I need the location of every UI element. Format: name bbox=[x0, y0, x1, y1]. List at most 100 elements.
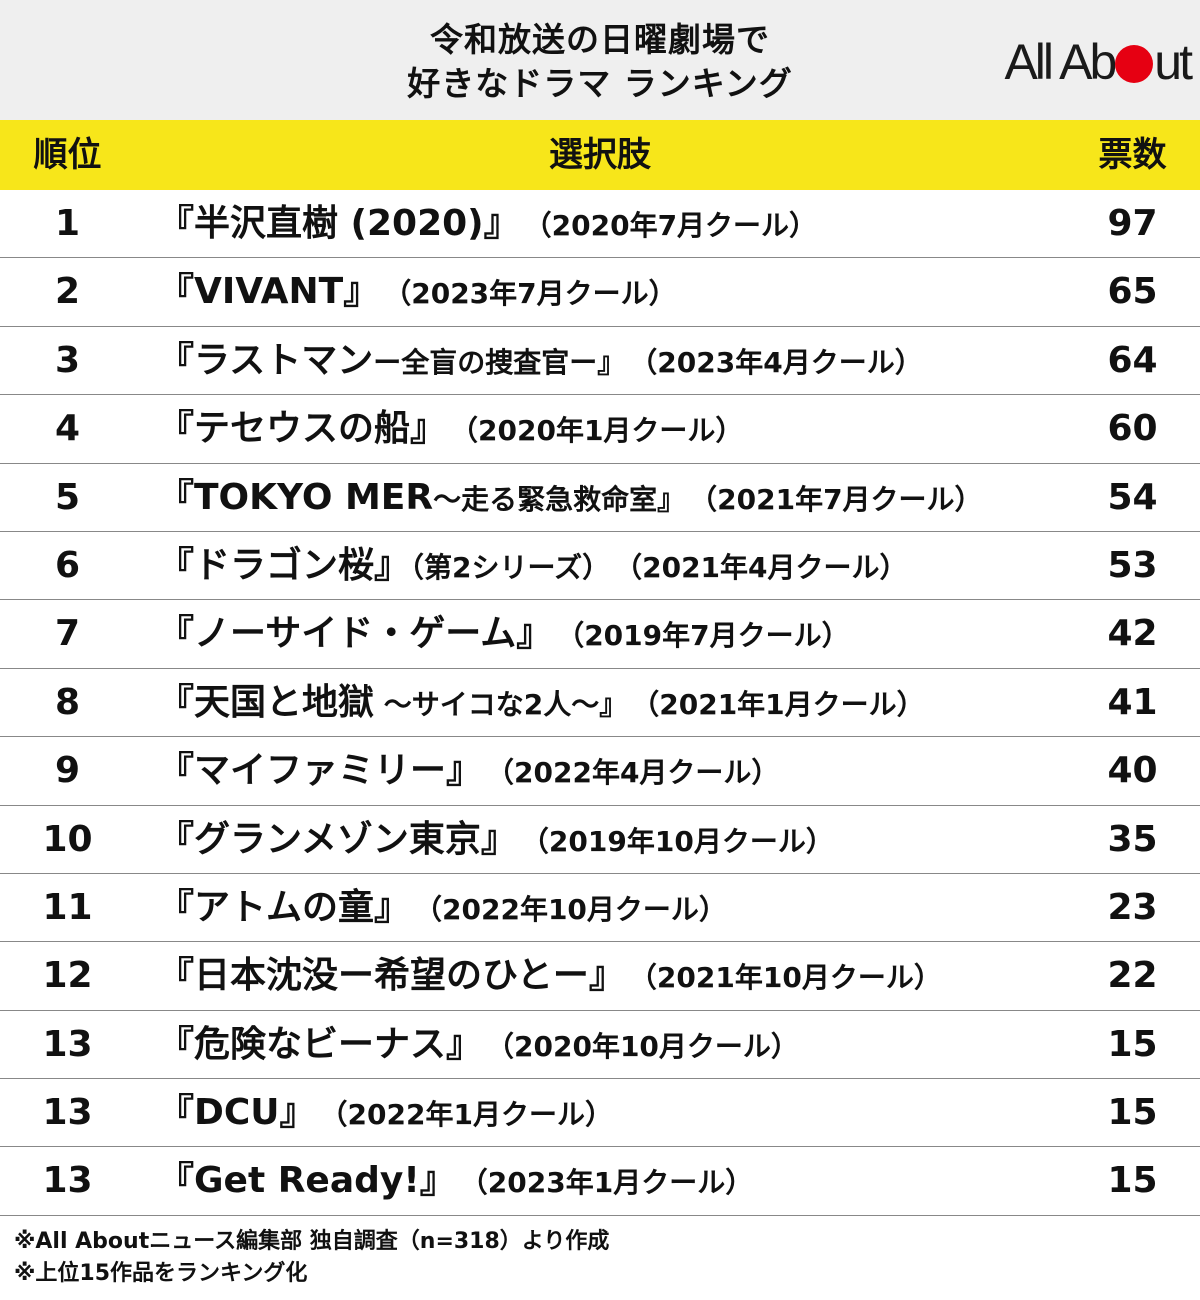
broadcast-period: （2020年7月クール） bbox=[537, 209, 818, 242]
rank-cell: 13 bbox=[42, 1023, 93, 1065]
column-header-rank: 順位 bbox=[33, 135, 102, 175]
broadcast-period: （2021年1月クール） bbox=[645, 687, 925, 721]
table-row: 5 『TOKYO MER〜走る緊急救命室』 （2021年7月クール） 54 bbox=[0, 464, 1200, 532]
table-row: 13 『Get Ready!』 （2023年1月クール） 15 bbox=[0, 1147, 1200, 1216]
broadcast-period: （2023年7月クール） bbox=[397, 277, 677, 311]
votes-cell: 54 bbox=[1107, 476, 1158, 518]
choice-cell: 『テセウスの船』 （2020年1月クール） bbox=[158, 395, 1060, 462]
broadcast-period: （2020年1月クール） bbox=[464, 414, 744, 448]
drama-title: 『テセウスの船』 bbox=[158, 408, 447, 450]
votes-cell: 23 bbox=[1107, 886, 1158, 928]
votes-cell: 64 bbox=[1107, 339, 1158, 381]
choice-cell: 『日本沈没ー希望のひとー』 （2021年10月クール） bbox=[158, 942, 1060, 1009]
drama-title: 『ラストマン bbox=[158, 339, 374, 381]
table-row: 4 『テセウスの船』 （2020年1月クール） 60 bbox=[0, 395, 1200, 464]
drama-subtitle: ー全盲の捜査官ー』 bbox=[373, 345, 626, 379]
table-row: 6 『ドラゴン桜』（第2シリーズ） （2021年4月クール） 53 bbox=[0, 532, 1200, 601]
page-header: 令和放送の日曜劇場で 好きなドラマ ランキング All Ab ut bbox=[0, 0, 1200, 120]
column-header-votes: 票数 bbox=[1098, 135, 1167, 175]
rank-cell: 8 bbox=[54, 681, 81, 723]
choice-cell: 『ノーサイド・ゲーム』 （2019年7月クール） bbox=[158, 600, 1060, 667]
logo-text-2: ut bbox=[1154, 34, 1193, 90]
footnote-scope: ※上位15作品をランキング化 bbox=[14, 1261, 308, 1286]
drama-title: 『ノーサイド・ゲーム』 bbox=[158, 613, 553, 655]
votes-cell: 65 bbox=[1107, 271, 1158, 313]
table-row: 13 『危険なビーナス』 （2020年10月クール） 15 bbox=[0, 1011, 1200, 1080]
title-line-2: 好きなドラマ ランキング bbox=[407, 64, 793, 103]
votes-cell: 53 bbox=[1107, 544, 1158, 586]
all-about-logo: All Ab ut bbox=[1004, 34, 1193, 90]
table-row: 7 『ノーサイド・ゲーム』 （2019年7月クール） 42 bbox=[0, 600, 1200, 669]
choice-cell: 『アトムの童』 （2022年10月クール） bbox=[158, 874, 1060, 941]
table-row: 12 『日本沈没ー希望のひとー』 （2021年10月クール） 22 bbox=[0, 942, 1200, 1011]
votes-cell: 60 bbox=[1107, 408, 1158, 450]
broadcast-period: （2019年10月クール） bbox=[534, 824, 834, 858]
rank-cell: 2 bbox=[54, 271, 81, 313]
broadcast-period: （2020年10月クール） bbox=[500, 1029, 799, 1063]
choice-cell: 『危険なビーナス』 （2020年10月クール） bbox=[158, 1011, 1060, 1078]
footnote-source: ※All Aboutニュース編集部 独自調査（n=318）より作成 bbox=[14, 1229, 610, 1254]
votes-cell: 22 bbox=[1107, 955, 1158, 997]
rank-cell: 5 bbox=[54, 476, 81, 518]
broadcast-period: （2023年4月クール） bbox=[643, 345, 923, 379]
table-row: 10 『グランメゾン東京』 （2019年10月クール） 35 bbox=[0, 806, 1200, 874]
broadcast-period: （2022年1月クール） bbox=[333, 1098, 613, 1132]
rank-cell: 13 bbox=[42, 1160, 93, 1202]
choice-cell: 『DCU』 （2022年1月クール） bbox=[158, 1079, 1060, 1146]
rank-cell: 10 bbox=[42, 818, 93, 860]
table-row: 3 『ラストマンー全盲の捜査官ー』 （2023年4月クール） 64 bbox=[0, 327, 1200, 396]
drama-title: 『Get Ready!』 bbox=[158, 1160, 456, 1202]
votes-cell: 15 bbox=[1107, 1023, 1158, 1065]
ranking-table-body: 1 『半沢直樹 (2020)』 （2020年7月クール） 97 2 『VIVANT』 （20… bbox=[0, 190, 1200, 1216]
rank-cell: 1 bbox=[54, 203, 81, 244]
drama-title: 『グランメゾン東京』 bbox=[158, 818, 517, 860]
rank-cell: 11 bbox=[42, 886, 93, 928]
rank-cell: 12 bbox=[42, 955, 93, 997]
drama-title: 『天国と地獄 bbox=[158, 681, 375, 723]
drama-title: 『マイファミリー』 bbox=[158, 750, 483, 792]
choice-cell: 『天国と地獄 〜サイコな2人〜』 （2021年1月クール） bbox=[158, 669, 1060, 736]
drama-title: 『半沢直樹 (2020)』 bbox=[158, 203, 520, 244]
broadcast-period: （2023年1月クール） bbox=[473, 1166, 754, 1200]
table-row: 9 『マイファミリー』 （2022年4月クール） 40 bbox=[0, 737, 1200, 806]
choice-cell: 『TOKYO MER〜走る緊急救命室』 （2021年7月クール） bbox=[158, 464, 1060, 531]
broadcast-period: （2021年7月クール） bbox=[703, 482, 983, 516]
choice-cell: 『ドラゴン桜』（第2シリーズ） （2021年4月クール） bbox=[158, 532, 1060, 599]
column-header-choice: 選択肢 bbox=[549, 135, 651, 175]
drama-title: 『危険なビーナス』 bbox=[158, 1023, 483, 1065]
rank-cell: 7 bbox=[54, 613, 81, 655]
votes-cell: 35 bbox=[1107, 818, 1158, 860]
broadcast-period: （2021年4月クール） bbox=[628, 550, 908, 584]
votes-cell: 15 bbox=[1107, 1092, 1158, 1134]
choice-cell: 『グランメゾン東京』 （2019年10月クール） bbox=[158, 806, 1060, 873]
votes-cell: 42 bbox=[1107, 613, 1158, 655]
rank-cell: 9 bbox=[54, 750, 81, 792]
votes-cell: 97 bbox=[1107, 203, 1158, 244]
rank-cell: 3 bbox=[54, 339, 81, 381]
votes-cell: 40 bbox=[1107, 750, 1158, 792]
table-row: 2 『VIVANT』 （2023年7月クール） 65 bbox=[0, 258, 1200, 327]
drama-title: 『DCU』 bbox=[158, 1092, 316, 1134]
drama-title: 『アトムの童』 bbox=[158, 886, 411, 928]
broadcast-period: （2022年10月クール） bbox=[428, 892, 727, 926]
drama-subtitle: 〜走る緊急救命室』 bbox=[433, 482, 686, 516]
title-line-1: 令和放送の日曜劇場で bbox=[430, 20, 770, 59]
rank-cell: 4 bbox=[54, 408, 81, 450]
choice-cell: 『マイファミリー』 （2022年4月クール） bbox=[158, 737, 1060, 804]
rank-cell: 6 bbox=[54, 544, 81, 586]
choice-cell: 『ラストマンー全盲の捜査官ー』 （2023年4月クール） bbox=[158, 327, 1060, 394]
table-row: 11 『アトムの童』 （2022年10月クール） 23 bbox=[0, 874, 1200, 943]
page-title: 令和放送の日曜劇場で 好きなドラマ ランキング bbox=[0, 18, 1200, 106]
choice-cell: 『VIVANT』 （2023年7月クール） bbox=[158, 258, 1060, 325]
table-row: 1 『半沢直樹 (2020)』 （2020年7月クール） 97 bbox=[0, 190, 1200, 259]
choice-cell: 『半沢直樹 (2020)』 （2020年7月クール） bbox=[158, 190, 1060, 257]
drama-title: 『日本沈没ー希望のひとー』 bbox=[158, 955, 625, 997]
footnotes: ※All Aboutニュース編集部 独自調査（n=318）より作成 ※上位15作… bbox=[14, 1226, 609, 1290]
drama-title: 『TOKYO MER bbox=[158, 476, 434, 518]
votes-cell: 41 bbox=[1107, 681, 1158, 723]
drama-title: 『VIVANT』 bbox=[158, 271, 380, 313]
broadcast-period: （2021年10月クール） bbox=[642, 961, 942, 995]
broadcast-period: （2022年4月クール） bbox=[500, 756, 780, 790]
rank-cell: 13 bbox=[42, 1092, 93, 1134]
logo-red-circle bbox=[1115, 45, 1154, 83]
